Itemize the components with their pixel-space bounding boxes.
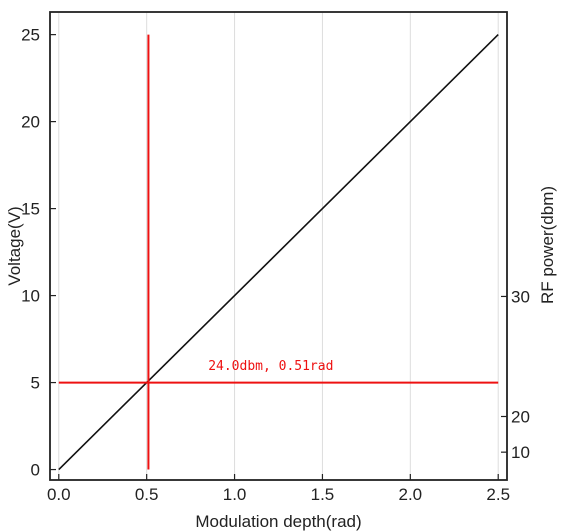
y-tick-label: 5 <box>31 374 40 393</box>
y-tick-label: 10 <box>21 287 40 306</box>
series-layer <box>58 34 499 471</box>
marker-layer <box>58 34 499 470</box>
y2-tick-label: 20 <box>511 407 530 426</box>
x-axis-label: Modulation depth(rad) <box>195 512 361 531</box>
y2-axis-label: RF power(dbm) <box>538 186 557 304</box>
annotation-label: 24.0dbm, 0.51rad <box>208 359 333 374</box>
y2-tick-label: 10 <box>511 443 530 462</box>
x-tick-label: 1.5 <box>311 485 335 504</box>
y-tick-label: 25 <box>21 26 40 45</box>
plot-frame <box>49 11 508 481</box>
y-tick-label: 15 <box>21 200 40 219</box>
x-tick-label: 0.5 <box>135 485 159 504</box>
series-line <box>58 34 499 471</box>
y-tick-label: 20 <box>21 113 40 132</box>
x-tick-label: 0.0 <box>47 485 71 504</box>
x-tick-label: 2.5 <box>486 485 510 504</box>
y2-tick-label: 30 <box>511 287 530 306</box>
x-tick-label: 2.0 <box>399 485 423 504</box>
grid-lines <box>58 12 499 480</box>
tick-layer: 0.0 0.5 1.0 1.5 2.0 2.5 0 5 10 15 20 25 10 20 30 <box>21 26 530 504</box>
y-tick-label: 0 <box>31 461 40 480</box>
y-axis-label: Voltage(V) <box>5 206 24 285</box>
x-tick-label: 1.0 <box>223 485 247 504</box>
